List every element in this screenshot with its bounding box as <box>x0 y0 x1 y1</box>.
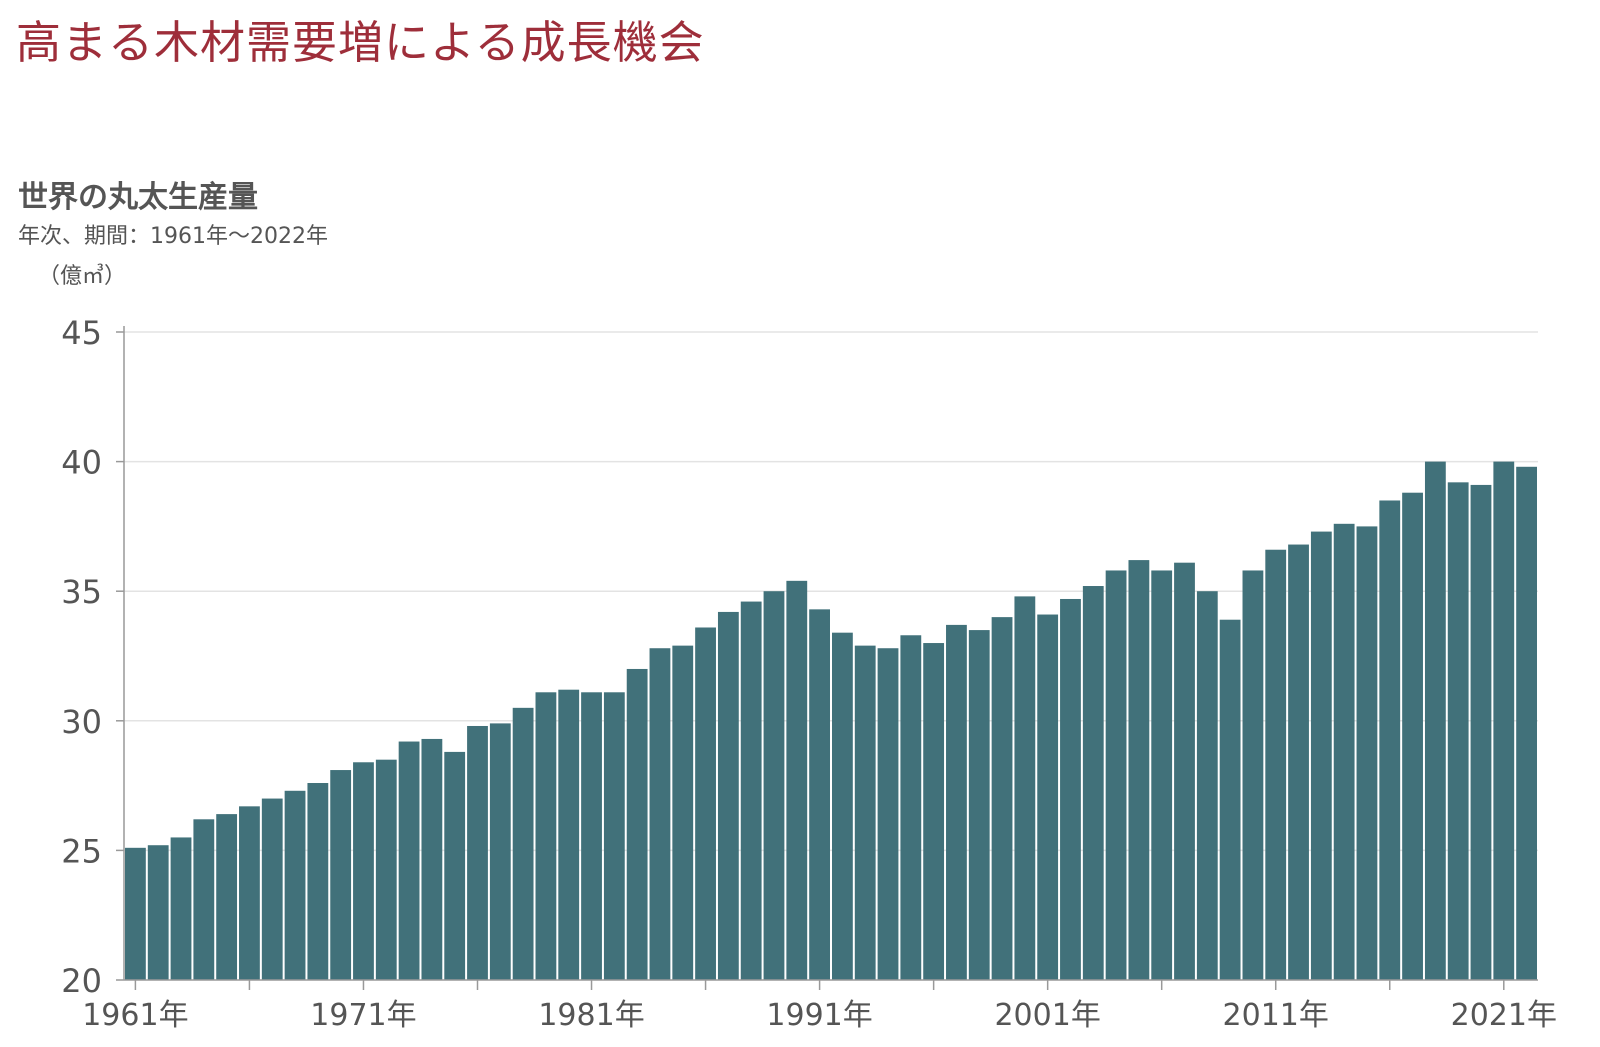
y-axis-unit-label: （億㎥） <box>38 263 126 289</box>
bar-2006 <box>1151 570 1173 980</box>
y-tick-label: 45 <box>61 314 102 352</box>
bar-2008 <box>1196 591 1218 980</box>
bar-1996 <box>923 643 945 980</box>
bar-2014 <box>1333 523 1355 980</box>
bar-1982 <box>603 692 625 980</box>
bar-1977 <box>489 723 511 980</box>
bar-1992 <box>832 632 853 980</box>
bar-1991 <box>809 609 830 980</box>
bar-1961 <box>125 847 146 980</box>
bar-1999 <box>991 617 1013 980</box>
bar-2011 <box>1265 549 1287 980</box>
bar-1989 <box>763 591 785 980</box>
y-tick-label: 35 <box>61 573 102 611</box>
bar-1974 <box>421 738 443 980</box>
x-tick-label: 1971年 <box>310 998 416 1033</box>
headline: 高まる木材需要増による成長機会 <box>16 16 705 69</box>
bar-2004 <box>1105 570 1127 980</box>
bar-1981 <box>581 692 602 980</box>
bar-1986 <box>695 627 716 980</box>
y-tick-label: 20 <box>61 962 102 1000</box>
x-tick-label: 1981年 <box>538 998 644 1033</box>
bar-1983 <box>626 668 648 980</box>
bar-1966 <box>239 806 260 980</box>
bar-2015 <box>1356 526 1378 980</box>
bar-2012 <box>1288 544 1309 980</box>
bar-2002 <box>1060 598 1081 980</box>
bar-1973 <box>398 741 420 980</box>
x-tick-label: 2021年 <box>1451 998 1557 1033</box>
bar-1962 <box>147 845 169 980</box>
bar-1976 <box>467 725 488 980</box>
x-tick-label: 1991年 <box>766 998 872 1033</box>
bar-2021 <box>1493 461 1515 981</box>
bar-1963 <box>170 837 192 980</box>
bar-2013 <box>1310 531 1332 980</box>
bar-1968 <box>284 790 306 980</box>
bar-1978 <box>512 707 534 980</box>
bar-2022 <box>1516 466 1537 980</box>
bar-2018 <box>1424 461 1446 981</box>
bar-2019 <box>1447 482 1469 980</box>
y-tick-label: 25 <box>61 832 102 870</box>
bar-2010 <box>1242 570 1264 980</box>
bar-1979 <box>535 692 557 980</box>
bar-2003 <box>1082 586 1104 980</box>
bar-2001 <box>1037 614 1059 980</box>
bar-1987 <box>717 611 739 980</box>
y-tick-label: 40 <box>61 444 102 482</box>
bar-1990 <box>786 580 808 980</box>
bar-2000 <box>1014 596 1036 980</box>
bar-1995 <box>900 635 922 980</box>
bar-1984 <box>649 648 671 980</box>
bar-1998 <box>968 630 990 980</box>
bar-1988 <box>740 601 762 980</box>
bar-1964 <box>193 819 215 980</box>
bar-1985 <box>672 645 694 980</box>
bar-1969 <box>307 783 329 980</box>
bars <box>125 461 1537 981</box>
x-tick-label: 2001年 <box>994 998 1100 1033</box>
bar-2016 <box>1379 500 1401 980</box>
bar-1965 <box>216 814 238 980</box>
axes: 20 25 30 35 40 45 1961年 1971年 1981年 1991年 2001年 201… <box>61 314 1557 1033</box>
y-tick-label: 30 <box>61 703 102 741</box>
bar-1980 <box>558 689 580 980</box>
bar-2005 <box>1128 560 1150 980</box>
bar-1975 <box>444 751 466 980</box>
bar-2007 <box>1174 562 1195 980</box>
x-tick-label: 2011年 <box>1223 998 1329 1033</box>
bar-2020 <box>1470 484 1492 980</box>
bar-1971 <box>353 762 374 980</box>
bar-1993 <box>854 645 876 980</box>
bar-1970 <box>330 770 352 980</box>
bar-2017 <box>1402 492 1423 980</box>
bar-2009 <box>1219 619 1241 980</box>
chart-subtitle: 年次、期間：1961年〜2022年 <box>18 224 328 249</box>
bar-1997 <box>946 624 967 980</box>
bar-1967 <box>261 798 283 980</box>
bar-1972 <box>375 759 397 980</box>
x-tick-label: 1961年 <box>82 998 188 1033</box>
bar-1994 <box>877 648 899 980</box>
chart-title: 世界の丸太生産量 <box>18 180 258 215</box>
